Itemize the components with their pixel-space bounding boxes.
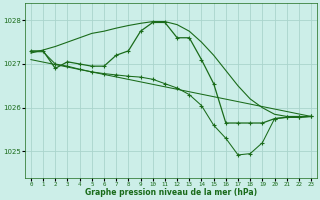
X-axis label: Graphe pression niveau de la mer (hPa): Graphe pression niveau de la mer (hPa): [85, 188, 257, 197]
